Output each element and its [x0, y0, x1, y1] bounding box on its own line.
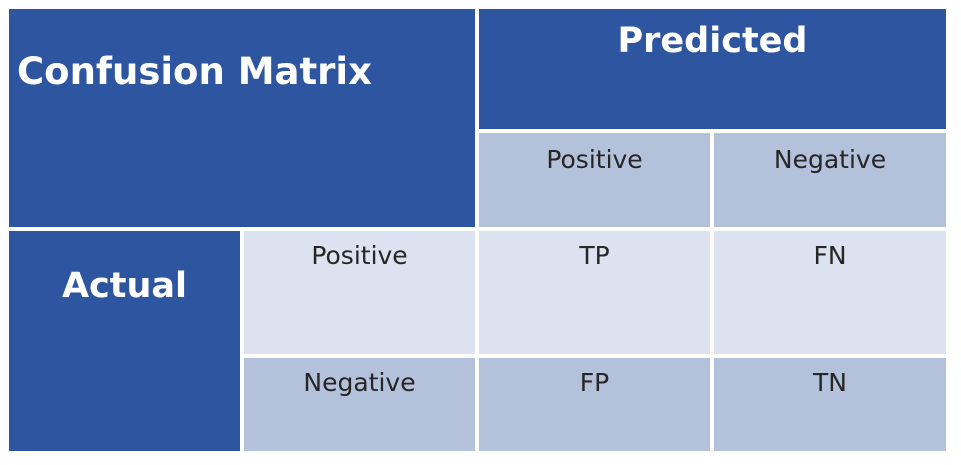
actual-positive-cell: Positive: [244, 231, 475, 354]
actual-negative-cell: Negative: [244, 358, 475, 451]
false-negative-label: FN: [813, 241, 847, 270]
false-positive-cell: FP: [479, 358, 710, 451]
predicted-positive-label: Positive: [546, 145, 643, 174]
actual-header-cell: Actual: [9, 231, 240, 451]
predicted-negative-label: Negative: [773, 145, 887, 174]
false-negative-cell: FN: [714, 231, 946, 354]
predicted-positive-cell: Positive: [479, 133, 710, 227]
predicted-header: Predicted: [617, 21, 808, 61]
matrix-title: Confusion Matrix: [17, 50, 372, 93]
true-positive-cell: TP: [479, 231, 710, 354]
true-negative-cell: TN: [714, 358, 946, 451]
actual-negative-label: Negative: [303, 368, 416, 397]
matrix-title-cell: Confusion Matrix: [9, 9, 475, 227]
true-negative-label: TN: [813, 368, 847, 397]
true-positive-label: TP: [579, 241, 610, 270]
predicted-negative-cell: Negative: [714, 133, 946, 227]
actual-positive-label: Positive: [311, 241, 408, 270]
actual-header: Actual: [61, 266, 188, 306]
predicted-header-cell: Predicted: [479, 9, 946, 129]
false-positive-label: FP: [579, 368, 610, 397]
